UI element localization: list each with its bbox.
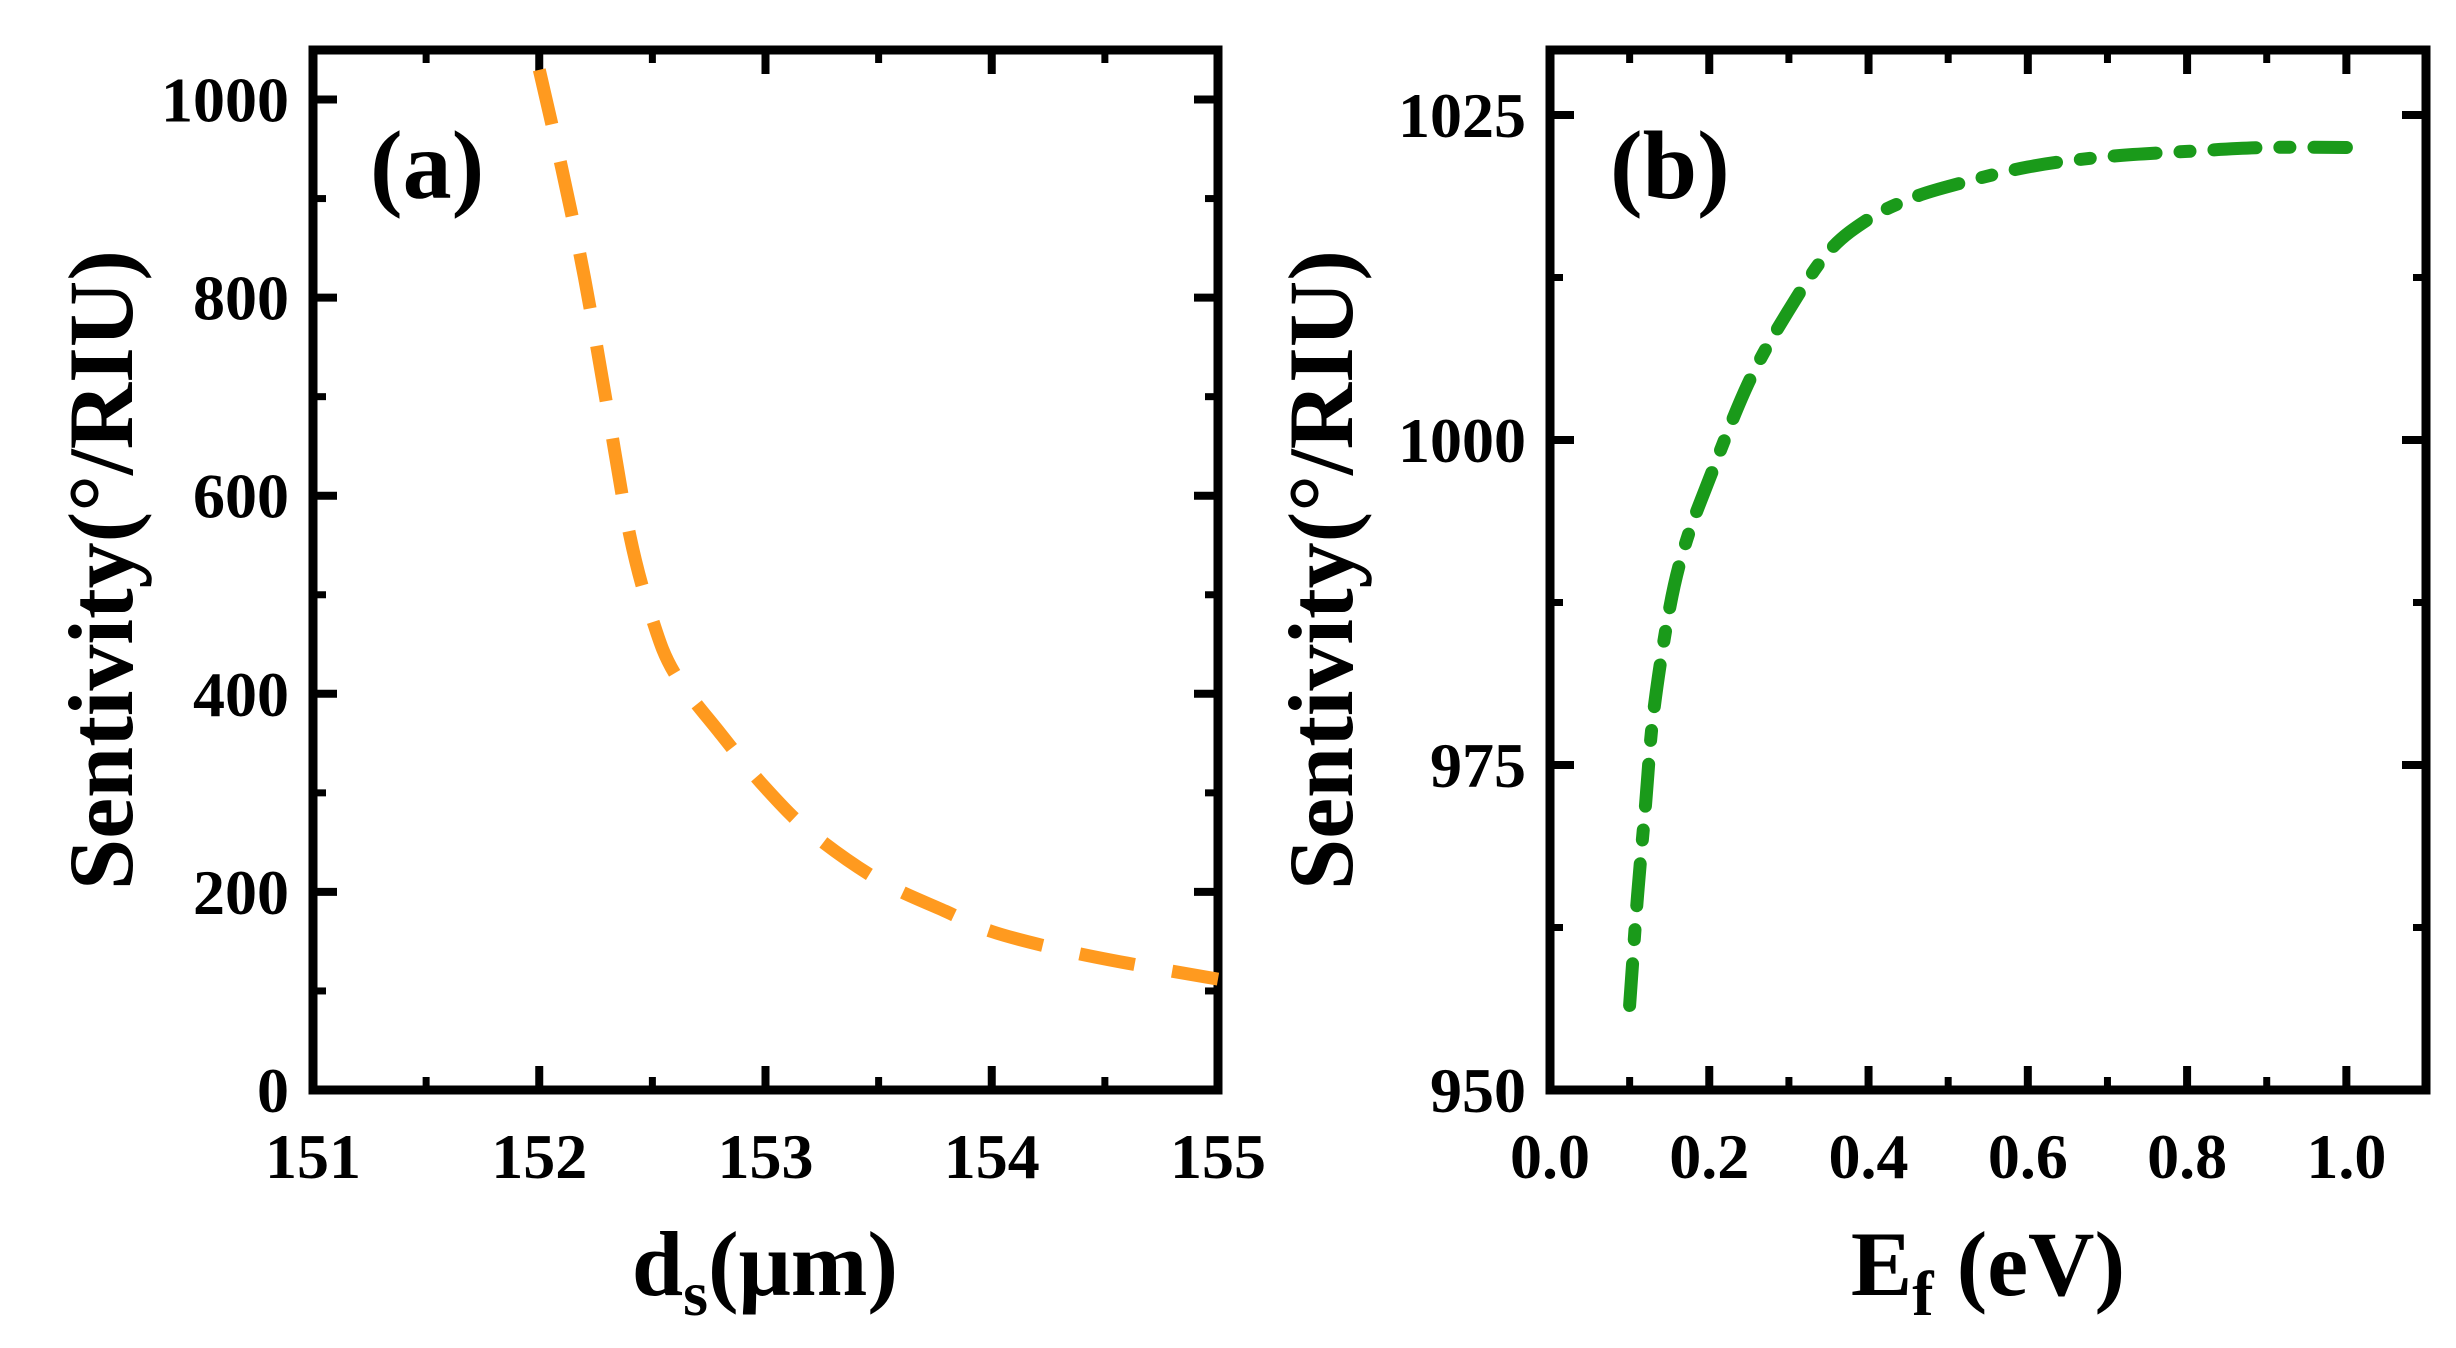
panel-b-plot-frame	[1545, 45, 2431, 1095]
panel-b-x-tick-label: 0.6	[1988, 1121, 2068, 1192]
panel-a-ticks	[309, 50, 1222, 1094]
panel-b-y-axis-label: Sentivity(°/RIU)	[1270, 250, 1372, 890]
panel-a-x-tick-label: 153	[718, 1121, 814, 1192]
panel-b-x-tick-label: 0.2	[1669, 1121, 1749, 1192]
panel-b-y-tick-label: 1025	[1398, 80, 1526, 151]
panel-b-label: (b)	[1610, 112, 1730, 220]
panel-a-y-tick-label: 0	[257, 1055, 289, 1126]
panel-b-x-tick-label: 0.8	[2147, 1121, 2227, 1192]
panel-a-x-tick-label: 155	[1170, 1121, 1266, 1192]
panel-b-series-line	[1623, 140, 2353, 1012]
panel-b-ticks	[1546, 50, 2426, 1094]
panel-b-x-tick-label: 0.0	[1510, 1121, 1590, 1192]
panel-b: 0.0 0.2 0.4 0.6 0.8 1.0 950 975 1000 1025 (b) Sen…	[1270, 45, 2431, 1329]
panel-b-x-tick-label: 1.0	[2306, 1121, 2386, 1192]
panel-b-y-tick-label: 975	[1430, 730, 1526, 801]
panel-a-y-tick-label: 1000	[161, 65, 289, 136]
panel-a-x-tick-label: 152	[491, 1121, 587, 1192]
panel-a-y-axis-label: Sentivity(°/RIU)	[50, 250, 152, 890]
panel-a-y-tick-label: 400	[193, 659, 289, 730]
panel-b-x-tick-label: 0.4	[1829, 1121, 1909, 1192]
panel-a-y-tick-label: 200	[193, 857, 289, 928]
panel-a-series-line	[532, 68, 1220, 986]
panel-a: 151 152 153 154 155 0 200 400 600 800 1000 (a) Sen…	[50, 45, 1266, 1329]
panel-a-y-tick-label: 600	[193, 461, 289, 532]
panel-a-x-axis-label: ds(μm)	[632, 1213, 898, 1329]
panel-a-tick-labels: 151 152 153 154 155 0 200 400 600 800 1000	[161, 65, 1266, 1192]
panel-b-x-axis-label: Ef (eV)	[1851, 1213, 2125, 1329]
panel-b-y-tick-label: 950	[1430, 1055, 1526, 1126]
panel-b-y-tick-label: 1000	[1398, 405, 1526, 476]
panel-a-x-tick-label: 154	[944, 1121, 1040, 1192]
panel-a-label: (a)	[370, 112, 484, 220]
panel-a-y-tick-label: 800	[193, 263, 289, 334]
panel-a-x-tick-label: 151	[265, 1121, 361, 1192]
panel-b-tick-labels: 0.0 0.2 0.4 0.6 0.8 1.0 950 975 1000 1025	[1398, 80, 2386, 1192]
